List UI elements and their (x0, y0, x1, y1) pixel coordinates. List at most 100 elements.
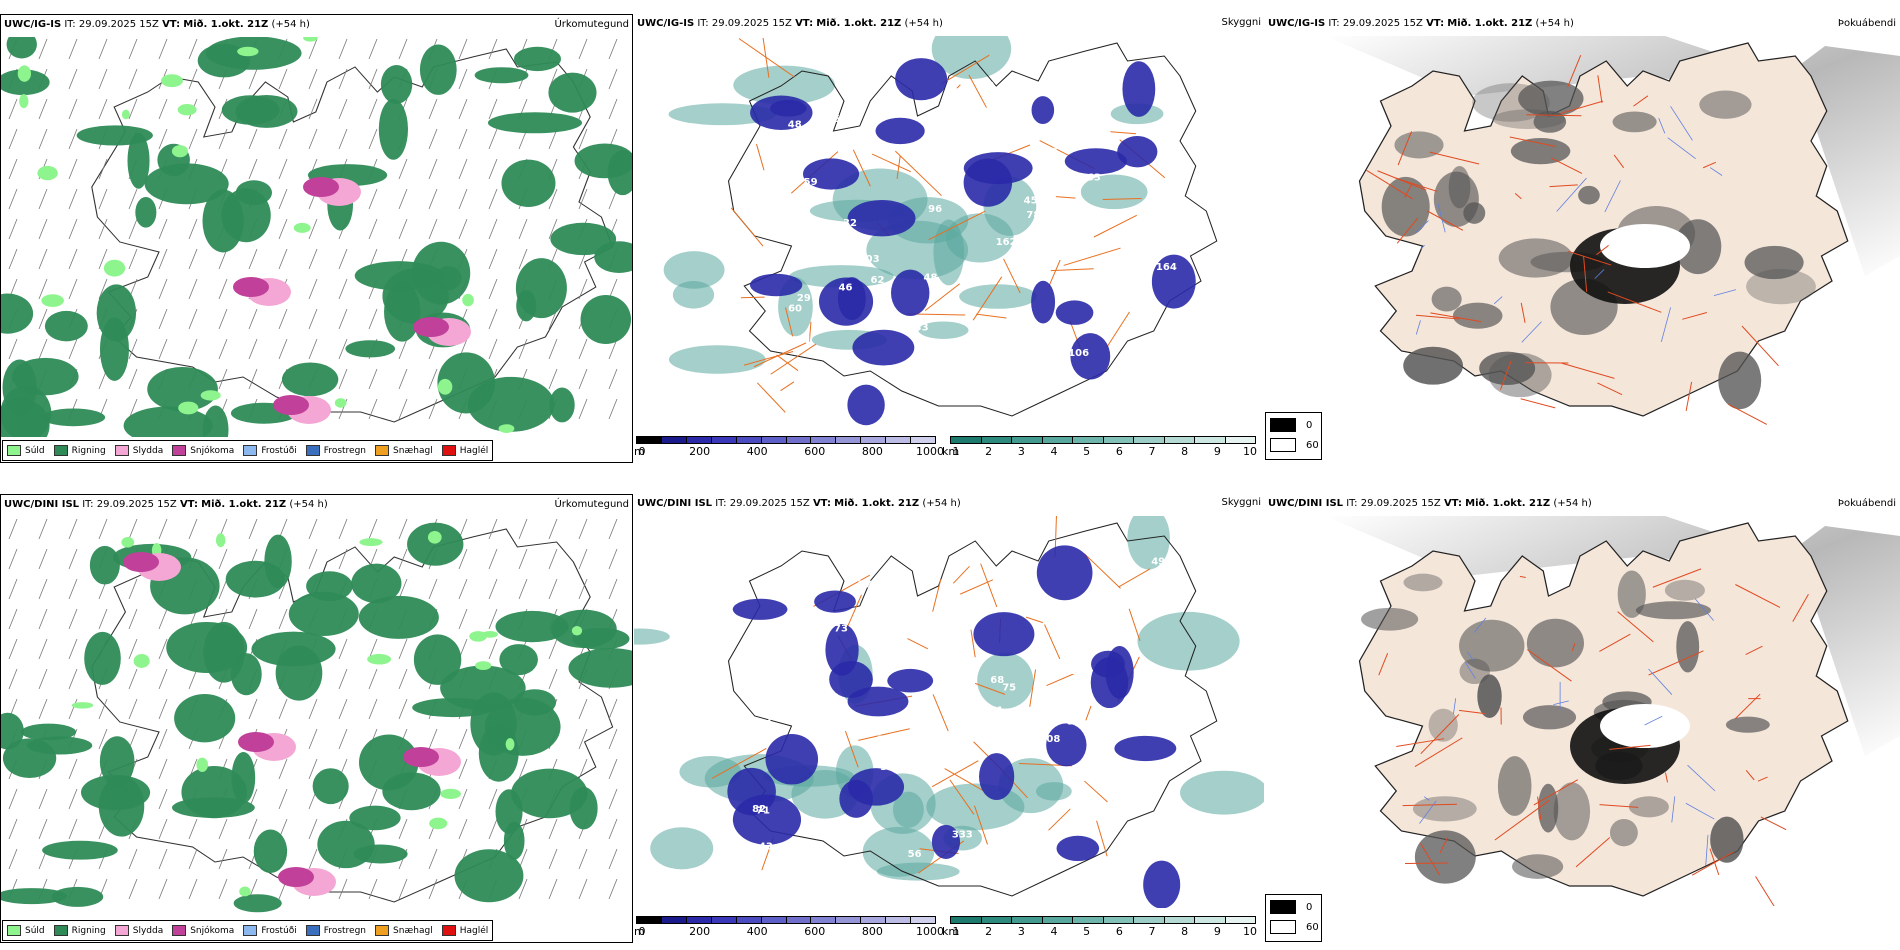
rain-area (607, 150, 632, 196)
road (1396, 738, 1445, 748)
wind-barb (68, 518, 78, 540)
wind-barb (398, 548, 408, 570)
rain-area (349, 805, 401, 831)
wind-barb (68, 278, 78, 300)
legend-swatch (114, 925, 129, 936)
cloud-base-label: 46 (751, 649, 765, 660)
road (1458, 709, 1487, 715)
wind-barb (338, 308, 348, 330)
visibility-area (931, 36, 1012, 80)
legend-item: Snjókoma (172, 445, 234, 456)
wind-barb (308, 68, 318, 90)
legend-label: Frostúði (261, 445, 297, 456)
wind-barb (188, 308, 198, 330)
road (1682, 312, 1708, 320)
wind-barb (368, 218, 378, 240)
rain-area (84, 631, 121, 685)
low-cloud-area (847, 199, 916, 237)
road (1760, 816, 1787, 831)
wind-barb (98, 728, 108, 750)
cloud-base-label: 59 (1099, 801, 1113, 812)
wind-barb (8, 248, 18, 270)
road (776, 354, 799, 372)
legend-item: Snæhagl (375, 925, 433, 936)
road (1494, 800, 1550, 841)
low-cloud-area (1122, 61, 1156, 117)
wind-barb (128, 698, 138, 720)
colorbar-tick: 400 (746, 925, 768, 938)
colorbar-tick: 1 (952, 925, 960, 938)
wind-barb (158, 818, 168, 840)
wind-barb (518, 518, 528, 540)
snow-area (278, 867, 314, 887)
coastline (727, 42, 1218, 417)
rain-area (312, 768, 349, 805)
colorbar-segment (686, 917, 712, 923)
wind-barb (308, 218, 318, 240)
road (1745, 770, 1755, 781)
colorbar-segment (811, 917, 837, 923)
low-cloud-area (829, 660, 873, 699)
rain-area (96, 284, 137, 342)
colorbar-tick: 10 (1243, 925, 1257, 938)
legend-swatch (305, 925, 320, 936)
colorbar-segment (861, 917, 887, 923)
road (1652, 568, 1702, 588)
wind-barb (338, 878, 348, 900)
road (1757, 776, 1768, 782)
snow-area (413, 317, 449, 337)
rain-area (235, 94, 298, 128)
wind-barb (8, 608, 18, 630)
wind-barb (398, 668, 408, 690)
wind-barb (128, 218, 138, 240)
wind-barb (38, 638, 48, 660)
cloud-base-label: 56 (908, 849, 922, 860)
low-cloud-area (732, 598, 788, 620)
colorbar-tick: 4 (1050, 445, 1058, 458)
wind-barb (338, 728, 348, 750)
wind-barb (428, 128, 438, 150)
wind-barb (518, 578, 528, 600)
wind-barb (398, 218, 408, 240)
wind-barb (548, 128, 558, 150)
road (1537, 796, 1542, 820)
wind-barb (578, 848, 588, 870)
river (1453, 698, 1457, 715)
wind-barb (68, 638, 78, 660)
legend-swatch (7, 925, 21, 936)
legend-label: Frostregn (323, 925, 367, 936)
road (1509, 136, 1557, 148)
cloud-base-label: 75 (1002, 682, 1016, 693)
rain-area (382, 268, 449, 324)
wind-barb (548, 638, 558, 660)
colorbar-segment (1042, 437, 1073, 443)
fog-legend-label: 0 (1306, 901, 1313, 913)
wind-barb (158, 728, 168, 750)
wind-barb (398, 158, 408, 180)
wind-barb (398, 398, 408, 420)
rain-area (1, 888, 67, 905)
river (1466, 651, 1474, 660)
rain-area (511, 768, 588, 819)
colorbar-tick: 2 (985, 445, 993, 458)
wind-barb (188, 278, 198, 300)
wind-barb (68, 38, 78, 60)
wind-barb (578, 728, 588, 750)
wind-barb (248, 308, 258, 330)
wind-barb (428, 878, 438, 900)
road (1430, 312, 1482, 323)
road (730, 207, 764, 247)
fog-legend-swatch (1270, 438, 1296, 452)
drizzle-area (440, 788, 461, 799)
low-cloud-area (1117, 136, 1158, 168)
wind-barb (128, 98, 138, 120)
colorbar-unit: km (942, 445, 960, 458)
legend-swatch (114, 445, 129, 456)
road (1735, 584, 1781, 608)
wind-barb (608, 788, 618, 810)
visibility-area (1137, 611, 1240, 671)
road (1397, 131, 1413, 166)
cloud-base-label: 96 (1078, 325, 1092, 336)
wind-barb (308, 38, 318, 60)
low-cloud-area (1151, 254, 1196, 309)
